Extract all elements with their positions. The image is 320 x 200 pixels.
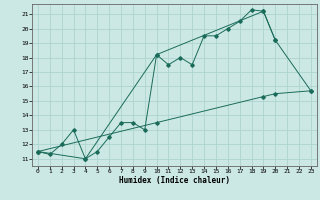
X-axis label: Humidex (Indice chaleur): Humidex (Indice chaleur): [119, 176, 230, 185]
